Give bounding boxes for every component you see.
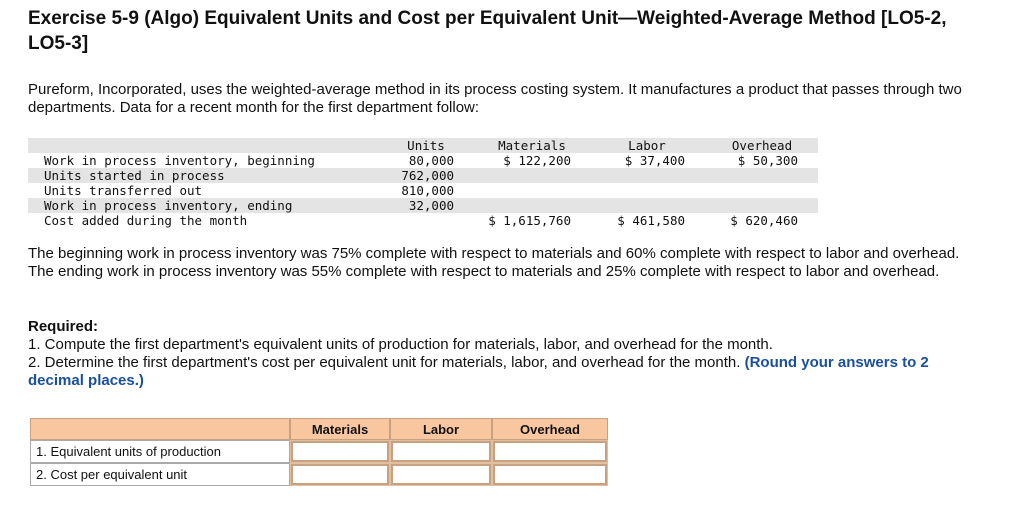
rounding-note: (Round your answers to 2 decimal places.…: [28, 354, 929, 389]
cell-value: 762,000: [401, 168, 454, 183]
answer-column-header: Materials: [290, 418, 390, 440]
cell-value: 80,000: [408, 153, 454, 168]
row-label: Units transferred out: [44, 183, 203, 198]
answer-input[interactable]: [390, 440, 492, 463]
intro: Pureform, Incorporated, uses the weighte…: [28, 81, 962, 116]
cell-value: $ 50,300: [737, 153, 798, 168]
cell-value: $ 122,200: [503, 153, 571, 168]
row-stripe: [28, 198, 818, 213]
cell-value: 810,000: [401, 183, 454, 198]
answer-input[interactable]: [290, 463, 390, 486]
row-stripe: [28, 168, 818, 183]
answer-input[interactable]: [290, 440, 390, 463]
required-item: 1. Compute the first department's equiva…: [28, 336, 773, 353]
row-label: Cost added during the month: [44, 213, 248, 228]
cell-value: $ 37,400: [624, 153, 685, 168]
row-label: Work in process inventory, beginning: [44, 153, 315, 168]
header-stripe: [28, 138, 818, 153]
required-item: 2. Determine the first department's cost…: [28, 354, 988, 390]
cell-value: $ 1,615,760: [488, 213, 571, 228]
cell-value: $ 620,460: [730, 213, 798, 228]
answer-input[interactable]: [390, 463, 492, 486]
column-header: Labor: [628, 138, 666, 153]
column-header: Units: [407, 138, 445, 153]
title: Exercise 5-9 (Algo) Equivalent Units and…: [28, 8, 947, 54]
answer-column-header: Overhead: [492, 418, 608, 440]
column-header: Overhead: [731, 138, 793, 153]
row-label: Units started in process: [44, 168, 225, 183]
answer-column-header: Labor: [390, 418, 492, 440]
answer-header-blank: [30, 418, 290, 440]
paragraph: The beginning work in process inventory …: [28, 245, 960, 280]
required-label: Required:: [28, 318, 99, 335]
row-label: Work in process inventory, ending: [44, 198, 293, 213]
answer-row-label: 1. Equivalent units of production: [30, 440, 290, 463]
column-header: Materials: [498, 138, 566, 153]
required-item-text: 2. Determine the first department's cost…: [28, 354, 741, 371]
cell-value: 32,000: [408, 198, 454, 213]
answer-input[interactable]: [492, 440, 608, 463]
answer-row-label: 2. Cost per equivalent unit: [30, 463, 290, 486]
cell-value: $ 461,580: [617, 213, 685, 228]
answer-input[interactable]: [492, 463, 608, 486]
